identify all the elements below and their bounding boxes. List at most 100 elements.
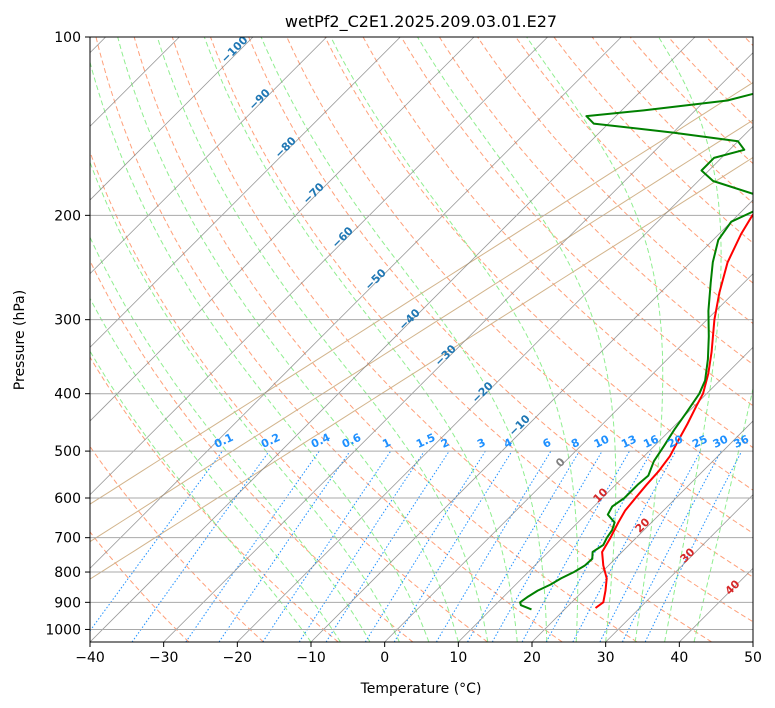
- dry-adiabat-line: [477, 37, 753, 325]
- mixing-ratio-line: [467, 450, 580, 642]
- moist-adiabat-line: [117, 37, 459, 642]
- mixing-ratio-label: 0.4: [309, 431, 332, 451]
- mixing-ratio-label: 4: [502, 436, 515, 451]
- dry-adiabat-line: [210, 37, 753, 623]
- dry-adiabat-label: −20: [469, 379, 496, 406]
- x-tick-label: 10: [449, 650, 467, 666]
- moist-adiabat-line: [90, 236, 371, 642]
- isotherm-line: [752, 641, 753, 642]
- dry-adiabat-line: [171, 37, 712, 642]
- mixing-ratio-line: [90, 450, 223, 632]
- isotherm-line: [310, 199, 753, 642]
- isotherm-line: [163, 52, 753, 642]
- x-tick-label: −40: [75, 650, 105, 666]
- x-tick-label: −10: [296, 650, 326, 666]
- isotherm-line: [90, 37, 475, 422]
- moist-adiabat-line: [693, 386, 753, 642]
- data-series: [519, 92, 753, 611]
- moist-adiabat-line: [90, 60, 430, 642]
- y-tick-label: 500: [54, 444, 81, 460]
- mixing-ratio-label: 13: [619, 433, 638, 451]
- dry-adiabat-line: [90, 259, 414, 642]
- mixing-ratio-line: [491, 450, 603, 642]
- dry-adiabat-label: −70: [300, 180, 327, 207]
- y-tick-label: 800: [54, 565, 81, 581]
- moist-adiabat-line: [417, 37, 617, 642]
- isotherm-line: [90, 37, 254, 201]
- dry-adiabat-line: [553, 37, 753, 244]
- chart-title: wetPf2_C2E1.2025.209.03.01.E27: [285, 12, 557, 32]
- dry-adiabat-label: −80: [272, 134, 299, 161]
- isotherm-line: [237, 125, 753, 642]
- moist-adiabat-line: [330, 37, 579, 642]
- x-tick-label: 30: [597, 650, 615, 666]
- freezing-curve: [90, 156, 753, 580]
- background-lines: [90, 37, 753, 642]
- mixing-ratio-label: 1: [380, 436, 392, 451]
- dry-adiabat-line: [744, 37, 753, 47]
- mixing-ratio-line: [185, 450, 320, 642]
- moist-adiabat-line: [90, 160, 400, 642]
- mixing-ratio-line: [599, 450, 701, 642]
- dewpoint-profile-line: [519, 92, 753, 611]
- mixing-ratio-label: 0.2: [259, 431, 282, 451]
- mixing-ratio-label: 3: [475, 436, 487, 451]
- moist-adiabat-line: [90, 297, 341, 642]
- dry-adiabat-line: [90, 445, 264, 642]
- y-tick-label: 1000: [45, 622, 81, 638]
- moist-adiabat-line: [260, 37, 548, 642]
- dry-adiabat-line: [438, 37, 753, 366]
- mixing-ratio-line: [545, 450, 653, 642]
- mixing-ratio-label: 25: [690, 433, 709, 451]
- isotherm-line: [384, 273, 753, 642]
- freezing-curve: [90, 81, 753, 505]
- mixing-ratio-label: 16: [641, 432, 661, 450]
- isotherm-line: [90, 37, 622, 569]
- isotherm-line: [458, 346, 753, 642]
- dry-adiabat-line: [591, 37, 753, 204]
- x-tick-label: 50: [744, 650, 762, 666]
- dry-adiabat-line: [324, 37, 753, 491]
- isotherm-line: [90, 37, 401, 348]
- mixing-ratio-line: [364, 450, 486, 642]
- moist-adiabat-label: 20: [633, 515, 653, 535]
- mixing-ratio-label: 0.6: [340, 431, 363, 451]
- mixing-ratio-line: [325, 450, 450, 642]
- dry-adiabat-label: −50: [362, 266, 389, 293]
- mixing-ratio-label: 20: [666, 432, 686, 450]
- dry-adiabat-line: [286, 37, 753, 534]
- y-tick-label: 400: [54, 387, 81, 403]
- mixing-ratio-line: [218, 450, 351, 642]
- mixing-ratio-line: [621, 450, 722, 642]
- dry-adiabat-line: [95, 37, 563, 642]
- mixing-ratio-line: [572, 450, 677, 642]
- mixing-ratio-label: 36: [732, 432, 752, 450]
- x-axis: −40 −30 −20 −10 0 10 20 30 40 50: [75, 642, 762, 666]
- y-axis: 100 200 300 400 500 600 700 800 900 1000: [45, 30, 90, 638]
- moist-adiabat-line: [90, 350, 312, 642]
- dry-adiabat-line: [90, 356, 339, 642]
- x-tick-label: 0: [380, 650, 389, 666]
- dry-adiabat-line: [400, 37, 753, 407]
- y-axis-label: Pressure (hPa): [12, 290, 28, 390]
- dry-adiabat-line: [515, 37, 753, 284]
- dry-adiabat-label: −10: [506, 412, 533, 439]
- y-tick-label: 600: [54, 491, 81, 507]
- y-tick-label: 900: [54, 595, 81, 611]
- isotherm-line: [90, 37, 548, 496]
- x-tick-label: 20: [523, 650, 541, 666]
- isotherm-line: [531, 420, 753, 642]
- mixing-ratio-line: [393, 450, 513, 642]
- moist-adiabat-label: 0: [553, 455, 568, 470]
- temperature-profile-line: [594, 213, 753, 609]
- y-tick-label: 200: [54, 208, 81, 224]
- x-tick-label: −20: [223, 650, 253, 666]
- y-tick-label: 700: [54, 531, 81, 547]
- dry-adiabat-label: −30: [432, 342, 459, 369]
- dry-adiabat-label: −90: [246, 86, 273, 113]
- mixing-ratio-label: 0.1: [212, 431, 235, 451]
- y-tick-label: 300: [54, 313, 81, 329]
- mixing-ratio-label: 10: [592, 432, 612, 450]
- mixing-ratio-label: 2: [439, 436, 451, 451]
- dry-adiabat-label: −100: [219, 33, 251, 65]
